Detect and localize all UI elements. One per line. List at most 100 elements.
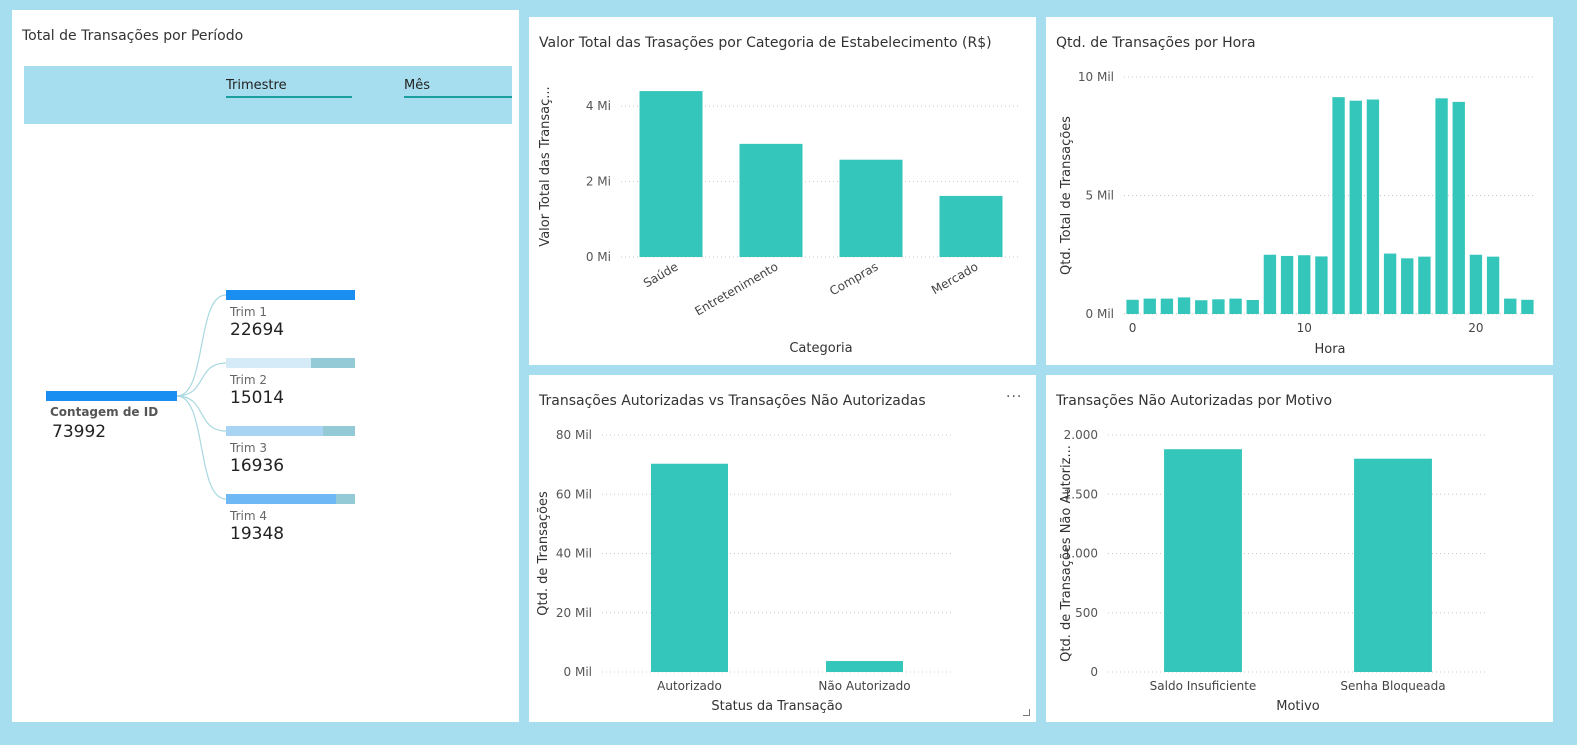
- hour-panel-title: Qtd. de Transações por Hora: [1056, 35, 1256, 51]
- category-chart: 0 Mi 2 Mi 4 Mi Saúde Entretenimento Compras Me…: [538, 86, 1021, 356]
- resize-handle-icon[interactable]: [1023, 709, 1030, 716]
- bar[interactable]: [1229, 298, 1242, 314]
- bar[interactable]: [1315, 256, 1328, 314]
- bar[interactable]: [1143, 298, 1156, 314]
- x-tick-label: 20: [1468, 321, 1483, 335]
- trim-node-bar: [226, 290, 355, 300]
- x-category-label: Senha Bloqueada: [1340, 679, 1445, 693]
- period-panel: Total de Transações por Período Trimestr…: [12, 10, 519, 722]
- y-axis-title: Qtd. Total de Transações: [1059, 116, 1074, 275]
- tree-connector: [176, 294, 227, 397]
- bar[interactable]: [1298, 255, 1311, 314]
- trim-node-value: 19348: [230, 524, 285, 544]
- bar[interactable]: [1521, 299, 1534, 314]
- y-tick-label: 0 Mil: [564, 665, 592, 679]
- trim-node-value: 16936: [230, 456, 285, 476]
- trim-node-value: 15014: [230, 388, 285, 408]
- hour-panel: Qtd. de Transações por Hora 0 Mil 5 Mil 10…: [1046, 17, 1553, 365]
- category-panel-title: Valor Total das Trasações por Categoria …: [539, 35, 992, 51]
- y-tick-label: 1.500: [1064, 487, 1098, 501]
- status-panel: Transações Autorizadas vs Transações Não…: [529, 375, 1036, 722]
- bar[interactable]: [1486, 256, 1500, 314]
- bar[interactable]: [1212, 299, 1225, 314]
- bar[interactable]: [1452, 101, 1465, 314]
- bar[interactable]: [839, 159, 903, 257]
- category-panel: Valor Total das Trasações por Categoria …: [529, 17, 1036, 365]
- bar[interactable]: [1354, 458, 1432, 672]
- y-tick-label: 0 Mil: [1086, 307, 1114, 321]
- status-panel-title: Transações Autorizadas vs Transações Não…: [539, 393, 926, 409]
- level-mes[interactable]: Mês: [404, 78, 512, 98]
- x-axis-title: Hora: [1314, 342, 1345, 357]
- bar[interactable]: [1126, 299, 1139, 314]
- tree-level-header: Trimestre Mês: [24, 66, 512, 124]
- bar[interactable]: [1401, 258, 1414, 314]
- trim-node-label: Trim 1: [230, 305, 267, 319]
- y-tick-label: 0: [1090, 665, 1098, 679]
- level-trimestre[interactable]: Trimestre: [226, 78, 352, 98]
- bar[interactable]: [1164, 449, 1242, 672]
- y-axis-title: Qtd. de Transações: [536, 491, 551, 616]
- more-options-icon[interactable]: ···: [1006, 389, 1023, 405]
- root-node-label: Contagem de ID: [50, 405, 159, 419]
- status-chart: 0 Mil 20 Mil 40 Mil 60 Mil 80 Mil Autorizado N…: [536, 428, 952, 714]
- y-tick-label: 20 Mil: [556, 606, 592, 620]
- hour-chart: 0 Mil 5 Mil 10 Mil 0 10 20 Hora Qtd. Total de T…: [1059, 70, 1536, 357]
- trim-node-value: 22694: [230, 320, 285, 340]
- trim-node-label: Trim 3: [230, 441, 267, 455]
- x-category-label: Não Autorizado: [818, 679, 910, 693]
- bar[interactable]: [739, 143, 803, 257]
- tree-connector: [176, 395, 227, 432]
- y-axis-title: Valor Total das Transaç...: [538, 86, 553, 246]
- bar[interactable]: [1349, 100, 1362, 314]
- root-node-bar[interactable]: [46, 391, 177, 401]
- bar[interactable]: [651, 463, 728, 672]
- x-category-label: Mercado: [929, 259, 980, 297]
- bar[interactable]: [1280, 255, 1294, 314]
- bar[interactable]: [1332, 97, 1345, 315]
- y-tick-label: 2.000: [1064, 428, 1098, 442]
- y-tick-label: 4 Mi: [586, 99, 611, 113]
- bar[interactable]: [1383, 253, 1397, 314]
- bar[interactable]: [1435, 98, 1448, 314]
- trim-node-label: Trim 4: [230, 509, 267, 523]
- trim-node-bar: [226, 494, 336, 504]
- bar[interactable]: [1469, 254, 1483, 314]
- trim-node-bar: [226, 426, 323, 436]
- y-tick-label: 5 Mil: [1086, 189, 1114, 203]
- bar[interactable]: [826, 661, 903, 672]
- bar[interactable]: [1263, 254, 1277, 314]
- reason-chart: 0 500 1.000 1.500 2.000 Saldo Insuficiente Sen…: [1059, 428, 1488, 714]
- x-tick-label: 0: [1129, 321, 1137, 335]
- root-node-value: 73992: [52, 422, 107, 442]
- reason-panel: Transações Não Autorizadas por Motivo 0 5…: [1046, 375, 1553, 722]
- tree-connector: [176, 395, 227, 500]
- tree-connector: [176, 362, 227, 397]
- x-axis-title: Status da Transação: [711, 699, 842, 714]
- reason-panel-title: Transações Não Autorizadas por Motivo: [1056, 393, 1333, 409]
- bar[interactable]: [1366, 99, 1380, 314]
- tree-connectors: [176, 294, 227, 500]
- x-category-label: Entretenimento: [692, 259, 780, 318]
- y-tick-label: 1.000: [1064, 547, 1098, 561]
- bar[interactable]: [1418, 256, 1431, 314]
- period-panel-title: Total de Transações por Período: [22, 28, 244, 44]
- x-category-label: Saúde: [641, 259, 681, 290]
- bar[interactable]: [1160, 298, 1174, 314]
- bar[interactable]: [1504, 298, 1517, 314]
- bar[interactable]: [1246, 300, 1259, 314]
- x-axis-title: Motivo: [1276, 699, 1320, 714]
- y-tick-label: 0 Mi: [586, 250, 611, 264]
- y-tick-label: 60 Mil: [556, 487, 592, 501]
- y-tick-label: 10 Mil: [1078, 70, 1114, 84]
- bar[interactable]: [939, 195, 1003, 257]
- bar[interactable]: [1177, 297, 1191, 314]
- y-tick-label: 2 Mi: [586, 175, 611, 189]
- x-axis-title: Categoria: [789, 341, 852, 356]
- x-category-label: Compras: [827, 259, 880, 298]
- y-axis-title: Qtd. de Transações Não Autoriz...: [1059, 445, 1074, 662]
- trim-node-bar: [226, 358, 312, 368]
- bar[interactable]: [1195, 300, 1208, 314]
- y-tick-label: 40 Mil: [556, 547, 592, 561]
- bar[interactable]: [639, 91, 703, 257]
